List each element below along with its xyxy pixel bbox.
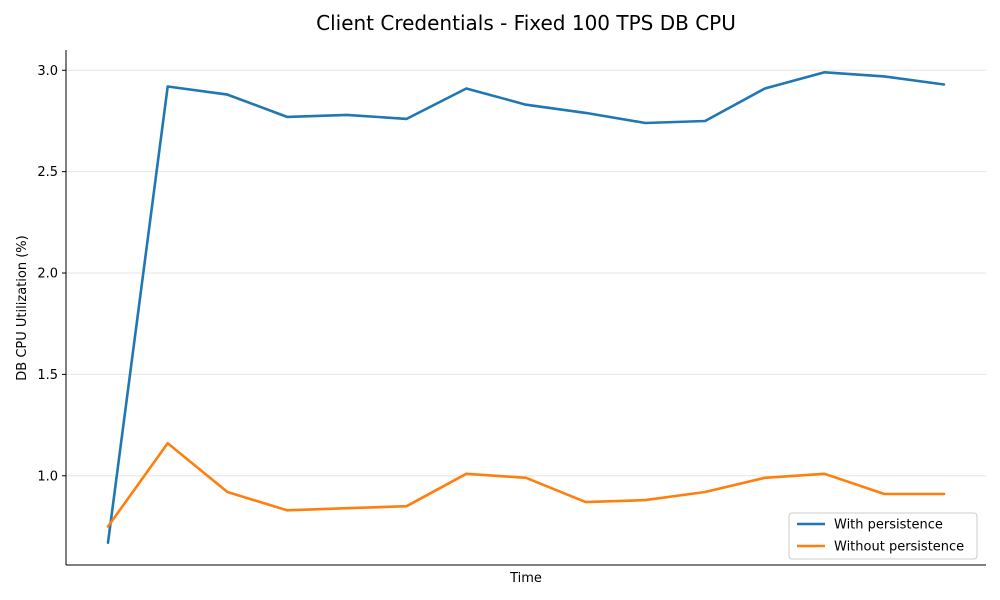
series-line-without-persistence: [106, 441, 946, 528]
legend-items: With persistence Without persistence: [797, 518, 964, 555]
legend-label: With persistence: [834, 518, 943, 533]
legend: With persistence Without persistence: [788, 512, 978, 560]
y-tick-label: 2.5: [37, 165, 58, 180]
y-axis-label: DB CPU Utilization (%): [15, 235, 30, 380]
series-line-with-persistence: [106, 71, 946, 545]
y-tick-label: 2.0: [37, 267, 58, 282]
gridlines: [66, 69, 986, 477]
y-tick-label: 1.5: [37, 368, 58, 383]
y-tick-label: 3.0: [37, 64, 58, 79]
y-tick-label: 1.0: [37, 469, 58, 484]
chart-title: Client Credentials - Fixed 100 TPS DB CP…: [316, 11, 736, 35]
x-axis-label: Time: [509, 571, 542, 586]
y-axis-ticks: 1.0 1.5 2.0 2.5 3.0: [37, 64, 66, 484]
series-lines: [106, 71, 946, 545]
legend-box: [788, 512, 978, 560]
legend-label: Without persistence: [834, 540, 964, 555]
